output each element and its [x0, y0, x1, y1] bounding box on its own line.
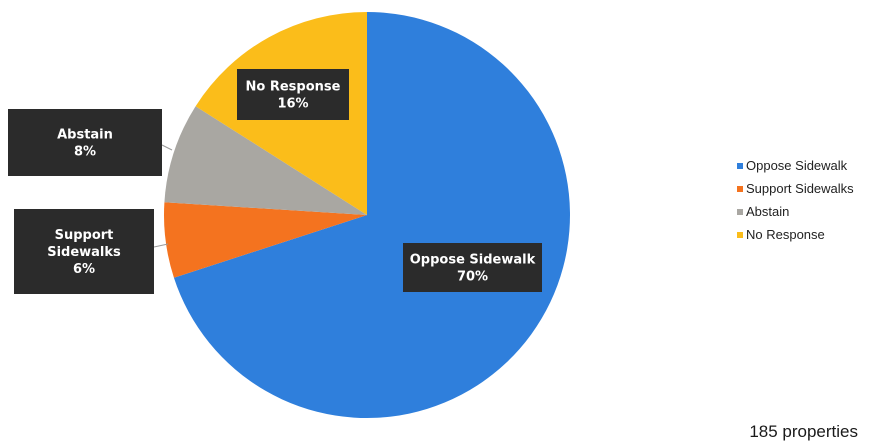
- property-count-note: 185 properties: [749, 422, 858, 441]
- legend-label-support-sidewalks: Support Sidewalks: [746, 181, 854, 196]
- legend-swatch-no-response: [737, 232, 743, 238]
- callout-label-no-response: No Response: [246, 80, 341, 95]
- callout-label-abstain: Abstain: [57, 128, 113, 143]
- legend-swatch-abstain: [737, 209, 743, 215]
- callout-label-support-sidewalks: Sidewalks: [47, 245, 121, 260]
- callout-box-oppose-sidewalk: [403, 243, 542, 292]
- pie-slice-oppose-sidewalk: [173, 12, 571, 418]
- callout-box-abstain: [8, 109, 162, 176]
- pie-slice-support-sidewalks: [164, 202, 367, 278]
- legend-label-abstain: Abstain: [746, 204, 789, 219]
- data-label-support-sidewalks: 6%: [73, 262, 95, 277]
- pie-slice-abstain: [164, 106, 367, 215]
- legend-label-oppose-sidewalk: Oppose Sidewalk: [746, 158, 848, 173]
- callout-label-oppose-sidewalk: Oppose Sidewalk: [410, 253, 536, 268]
- callout-box-no-response: [237, 69, 349, 120]
- data-label-no-response: 16%: [277, 97, 308, 112]
- data-label-abstain: 8%: [74, 145, 96, 160]
- data-label-oppose-sidewalk: 70%: [457, 270, 488, 285]
- callout-leader-support-sidewalks: [153, 243, 169, 248]
- callout-leader-abstain: [161, 144, 173, 151]
- callout-box-support-sidewalks: [14, 209, 154, 294]
- callout-label-support-sidewalks: Support: [55, 228, 114, 243]
- legend-swatch-oppose-sidewalk: [737, 163, 743, 169]
- legend-swatch-support-sidewalks: [737, 186, 743, 192]
- legend-label-no-response: No Response: [746, 227, 825, 242]
